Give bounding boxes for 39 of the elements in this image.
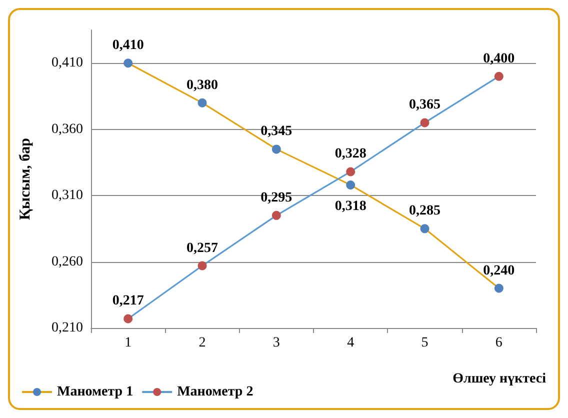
- point: [124, 314, 133, 324]
- x-tick-label: 1: [124, 336, 132, 350]
- data-label: 0,365: [409, 98, 440, 113]
- point: [272, 144, 281, 154]
- data-label: 0,257: [186, 240, 218, 256]
- x-tick-label: 5: [421, 336, 428, 350]
- data-label: 0,217: [112, 294, 144, 309]
- data-label: 0,410: [112, 38, 144, 54]
- y-tick-label: 0,310: [52, 188, 83, 204]
- point: [420, 224, 430, 234]
- x-tick-label: 2: [198, 336, 206, 350]
- point: [198, 261, 207, 270]
- legend-label: Манометр 2: [177, 384, 254, 400]
- data-label: 0,318: [334, 198, 366, 214]
- y-tick-label: 0,360: [52, 122, 83, 137]
- x-tick-label: 3: [272, 336, 280, 350]
- data-label: 0,295: [260, 190, 292, 206]
- y-tick-label: 0,210: [52, 320, 83, 336]
- legend-label: Манометр 1: [57, 384, 134, 400]
- x-axis-title: Өлшеу нүктесі: [452, 372, 546, 386]
- y-axis-title: Қысым, бар: [18, 138, 34, 220]
- x-tick-label: 4: [347, 336, 354, 350]
- data-label: 0,400: [483, 51, 515, 66]
- point: [346, 180, 356, 190]
- data-label: 0,328: [334, 146, 366, 162]
- point: [198, 98, 207, 108]
- data-label: 0,240: [483, 263, 515, 278]
- point: [420, 118, 430, 128]
- x-tick-label: 6: [495, 336, 502, 350]
- point: [494, 72, 504, 81]
- y-tick-label: 0,410: [52, 56, 83, 71]
- data-label: 0,380: [186, 78, 218, 93]
- point: [346, 167, 356, 176]
- data-label: 0,345: [260, 124, 292, 140]
- point: [272, 210, 281, 220]
- data-label: 0,285: [409, 204, 440, 219]
- y-tick-label: 0,260: [52, 254, 83, 270]
- point: [494, 284, 504, 293]
- point: [124, 58, 133, 68]
